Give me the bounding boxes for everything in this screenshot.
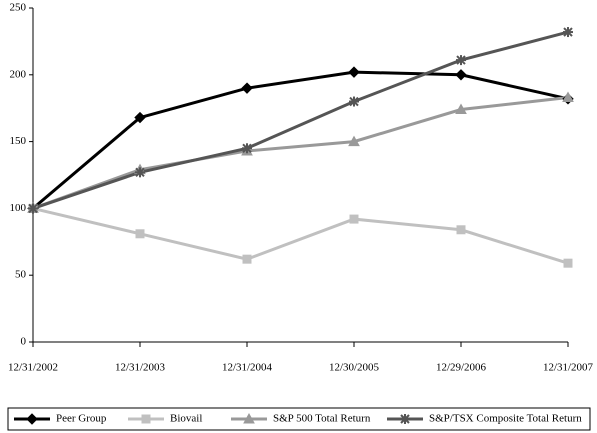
marker [135, 229, 145, 239]
legend-box [7, 407, 591, 431]
x-tick-label: 12/31/2002 [8, 362, 58, 374]
marker [455, 103, 467, 115]
marker [242, 254, 252, 264]
y-tick-label: 200 [10, 68, 27, 80]
marker [563, 258, 573, 268]
marker [141, 414, 151, 424]
x-tick-label: 12/31/2003 [115, 362, 166, 374]
marker [456, 225, 466, 235]
legend-label: S&P/TSX Composite Total Return [429, 413, 582, 425]
y-tick-label: 50 [15, 269, 27, 281]
marker-stroke [135, 167, 145, 178]
marker [400, 414, 410, 424]
y-tick-label: 150 [10, 135, 27, 147]
x-tick-label: 12/29/2006 [436, 362, 487, 374]
series-line [32, 30, 569, 210]
x-tick-label: 12/30/2005 [329, 362, 380, 374]
marker-stroke [400, 414, 410, 424]
marker [349, 96, 359, 107]
series-line [32, 96, 569, 210]
marker [242, 143, 252, 154]
marker-stroke [28, 203, 38, 214]
marker-stroke [563, 27, 573, 37]
series-line [32, 206, 569, 265]
y-tick-label: 100 [10, 202, 27, 214]
marker [563, 27, 573, 38]
marker [134, 111, 146, 124]
x-tick-label: 12/31/2007 [543, 362, 594, 374]
marker [348, 66, 360, 78]
marker-stroke [349, 96, 359, 107]
marker [28, 203, 38, 214]
marker [348, 135, 360, 147]
y-tick-label: 0 [21, 336, 27, 348]
legend-label: Biovail [170, 413, 202, 425]
marker [456, 55, 466, 66]
marker [349, 214, 359, 224]
marker [135, 167, 145, 178]
y-tick-label: 250 [10, 2, 27, 14]
marker [26, 413, 38, 425]
series-line [32, 70, 569, 210]
marker [243, 412, 255, 424]
marker-stroke [456, 55, 466, 65]
marker [241, 82, 253, 94]
legend-label: Peer Group [56, 413, 107, 425]
marker [455, 69, 467, 81]
marker [562, 91, 574, 103]
marker-stroke [242, 143, 252, 153]
legend-label: S&P 500 Total Return [273, 413, 371, 425]
x-tick-label: 12/31/2004 [222, 362, 273, 374]
